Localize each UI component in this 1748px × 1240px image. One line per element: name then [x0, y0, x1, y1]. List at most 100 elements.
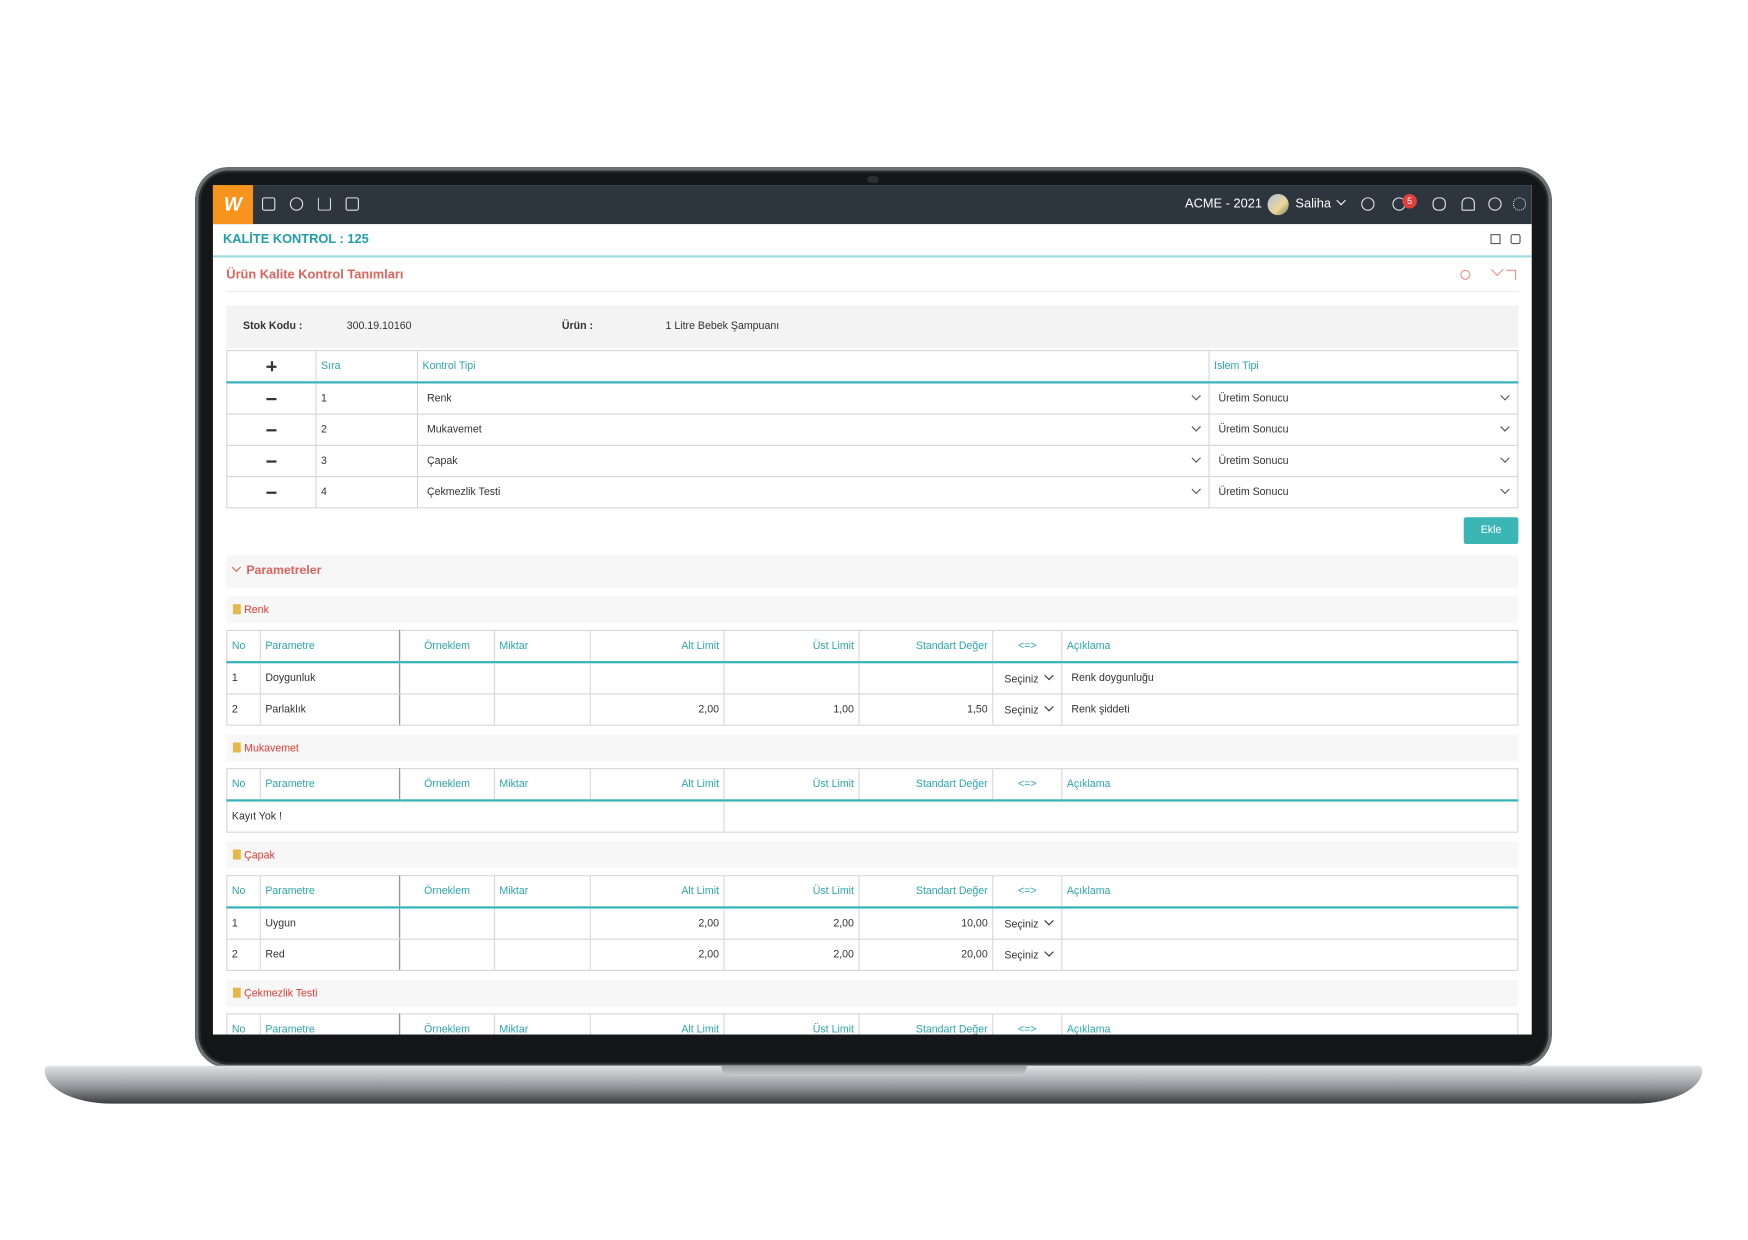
- parameter-table: No Parametre Örneklem Miktar Alt Limit Üst Li…: [226, 629, 1519, 726]
- order-cell: 4: [315, 476, 419, 509]
- modules-icon[interactable]: [289, 197, 304, 211]
- column-header: Örneklem: [399, 768, 495, 802]
- operator-select[interactable]: Seçiniz: [992, 662, 1062, 695]
- select-cell[interactable]: Üretim Sonucu: [1208, 381, 1519, 415]
- box-icon[interactable]: [1490, 234, 1501, 245]
- description-cell[interactable]: [1061, 907, 1518, 940]
- minus-icon: [266, 491, 277, 494]
- control-row: 2 Mukavemet Üretim Sonucu: [226, 413, 1519, 446]
- column-header: Üst Limit: [723, 1013, 859, 1035]
- column-header: Örneklem: [399, 630, 495, 664]
- parameter-row: 1 Uygun 2,00 2,00 10,00 Seçiniz: [226, 907, 1518, 940]
- help-icon[interactable]: [1488, 197, 1502, 211]
- user-avatar[interactable]: [1267, 193, 1289, 216]
- panel-header: Ürün Kalite Kontrol Tanımları: [226, 258, 1519, 293]
- control-table: Sıra Kontrol Tipi Islem Tipi 1 Renk Üretim So…: [226, 350, 1519, 509]
- operator-select[interactable]: Seçiniz: [992, 939, 1062, 971]
- sample-cell: [399, 939, 495, 971]
- control-type: Renk: [426, 392, 452, 405]
- print-icon[interactable]: [1510, 234, 1521, 245]
- column-header: Üst Limit: [723, 630, 859, 664]
- column-header: Açıklama: [1061, 768, 1518, 802]
- brand-logo[interactable]: W: [212, 185, 254, 225]
- column-header: Alt Limit: [589, 630, 725, 664]
- header-row: No Parametre Örneklem Miktar Alt Limit Üst Li…: [226, 875, 1518, 909]
- company[interactable]: ACME - 2021: [1185, 197, 1262, 211]
- support-icon[interactable]: [1361, 197, 1375, 211]
- column-header: Alt Limit: [589, 875, 725, 909]
- parameters-header[interactable]: Parametreler: [226, 555, 1519, 588]
- upper-limit-cell: 1,00: [723, 693, 859, 726]
- sample-cell: [399, 907, 495, 940]
- column-header: Alt Limit: [589, 768, 725, 802]
- description-cell[interactable]: Renk doygunluğu: [1061, 662, 1518, 695]
- column-header: Miktar: [493, 1013, 591, 1035]
- doc-icon: [232, 849, 241, 860]
- collapse-icon[interactable]: [1490, 263, 1504, 277]
- product-label: Ürün :: [561, 319, 594, 333]
- standard-value-cell: 10,00: [858, 907, 993, 940]
- column-header: No: [226, 875, 261, 909]
- lower-limit-cell: [589, 662, 725, 695]
- add-row-cell[interactable]: [226, 350, 317, 384]
- chat-icon[interactable]: [1432, 197, 1446, 211]
- home-icon[interactable]: [261, 197, 276, 211]
- expand-icon[interactable]: [1506, 269, 1517, 280]
- doc-icon: [232, 987, 241, 998]
- select-cell[interactable]: Üretim Sonucu: [1208, 476, 1519, 509]
- control-row: 3 Çapak Üretim Sonucu: [226, 444, 1519, 478]
- select-cell[interactable]: Üretim Sonucu: [1208, 413, 1519, 446]
- title-bar: KALİTE KONTROL : 125: [212, 224, 1532, 258]
- top-bar: W ACME - 2021 Saliha 5: [212, 185, 1532, 225]
- parameter-cell: Uygun: [259, 907, 401, 940]
- column-header: Standart Değer: [858, 630, 993, 664]
- remove-row-cell[interactable]: [226, 444, 317, 478]
- operator-select[interactable]: Seçiniz: [992, 693, 1062, 726]
- select-cell[interactable]: Çekmezlik Testi: [416, 476, 1210, 509]
- remove-row-cell[interactable]: [226, 413, 317, 446]
- no-cell: 1: [226, 907, 261, 940]
- add-button[interactable]: Ekle: [1463, 517, 1519, 545]
- operator-value: Seçiniz: [1004, 672, 1039, 686]
- remove-row-cell[interactable]: [226, 381, 317, 415]
- caret: [1500, 422, 1510, 432]
- column-header: Üst Limit: [723, 875, 859, 909]
- column-header: Miktar: [493, 768, 591, 802]
- minus-icon: [266, 428, 277, 431]
- description-cell[interactable]: Renk şiddeti: [1061, 693, 1518, 726]
- column-header: No: [226, 768, 261, 802]
- bell-icon[interactable]: [1461, 197, 1475, 211]
- select-cell[interactable]: Mukavemet: [416, 413, 1210, 446]
- description-cell[interactable]: [1061, 939, 1518, 971]
- remove-row-cell[interactable]: [226, 476, 317, 509]
- user-menu[interactable]: Saliha: [1295, 185, 1346, 224]
- reports-icon[interactable]: [317, 197, 332, 211]
- order-cell: 2: [315, 413, 419, 446]
- upper-limit-cell: 2,00: [723, 907, 859, 940]
- settings-icon[interactable]: [1512, 197, 1527, 211]
- column-header: Parametre: [259, 1013, 401, 1035]
- upper-limit-cell: [723, 662, 859, 695]
- notification-badge: 5: [1402, 193, 1417, 209]
- column-header: Üst Limit: [723, 768, 859, 802]
- stock-code-label: Stok Kodu :: [243, 319, 303, 333]
- calendar-icon[interactable]: [345, 197, 359, 211]
- column-header: Örneklem: [399, 875, 495, 909]
- select-cell[interactable]: Üretim Sonucu: [1208, 444, 1519, 478]
- base-notch: [721, 1065, 1027, 1076]
- empty-message: Kayıt Yok !: [226, 800, 725, 833]
- refresh-icon[interactable]: [1460, 269, 1471, 280]
- select-cell[interactable]: Renk: [416, 381, 1210, 415]
- parameter-cell: Red: [259, 939, 401, 971]
- column-header: Miktar: [493, 630, 591, 664]
- column-header: Standart Değer: [858, 768, 993, 802]
- user-name: Saliha: [1295, 197, 1332, 211]
- select-cell[interactable]: Çapak: [416, 444, 1210, 478]
- column-header: Örneklem: [399, 1013, 495, 1035]
- operator-value: Seçiniz: [1004, 703, 1039, 717]
- operator-select[interactable]: Seçiniz: [992, 907, 1062, 940]
- lower-limit-cell: 2,00: [589, 939, 725, 971]
- doc-icon: [232, 742, 241, 753]
